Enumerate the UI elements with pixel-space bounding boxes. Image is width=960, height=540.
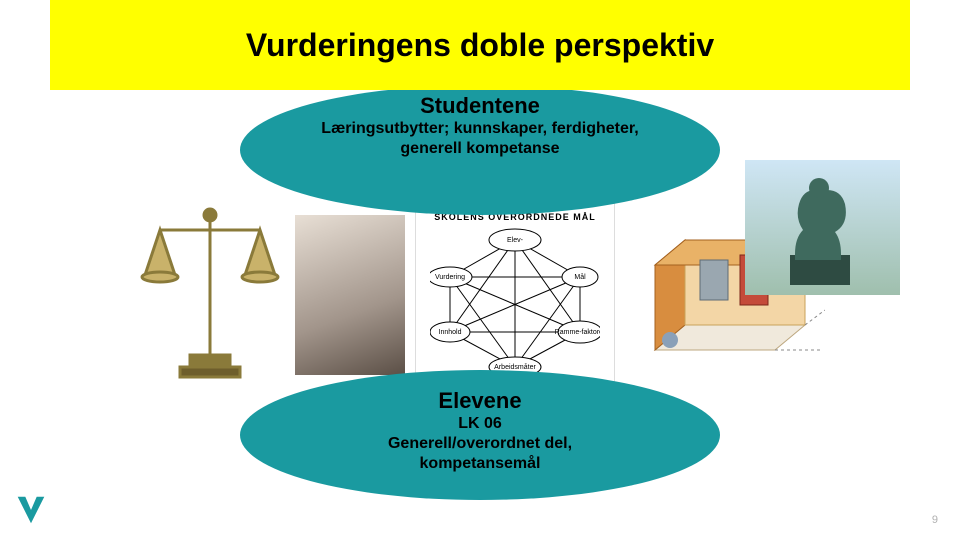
node-4: Innhold (439, 329, 462, 336)
holding-hands-photo (295, 215, 405, 375)
top-ellipse: Studentene Læringsutbytter; kunnskaper, … (240, 85, 720, 215)
bottom-ellipse-line2: LK 06 (458, 414, 502, 434)
title-band: Vurderingens doble perspektiv (50, 0, 910, 90)
top-ellipse-heading: Studentene (420, 93, 540, 119)
slide-title: Vurderingens doble perspektiv (246, 27, 714, 64)
logo-icon (12, 491, 50, 534)
bottom-ellipse-line3: Generell/overordnet del, (388, 434, 572, 454)
top-ellipse-line3: generell kompetanse (400, 139, 559, 159)
node-0: Elev- (507, 237, 524, 244)
didactic-relation-model: SKOLENS OVERORDNEDE MÅL (415, 195, 615, 395)
bottom-ellipse-line4: kompetansemål (420, 454, 541, 474)
top-ellipse-line2: Læringsutbytter; kunnskaper, ferdigheter… (321, 119, 638, 139)
slide: Vurderingens doble perspektiv Studentene… (0, 0, 960, 540)
page-number: 9 (932, 514, 938, 526)
balance-scales-icon (135, 195, 285, 395)
bottom-ellipse: Elevene LK 06 Generell/overordnet del, k… (240, 370, 720, 500)
node-5: Vurdering (435, 274, 465, 281)
bottom-ellipse-line1: Elevene (438, 388, 521, 414)
node-1: Mål (574, 273, 586, 281)
rodin-thinker-photo (745, 160, 900, 295)
node-2: Ramme-faktorer (555, 329, 600, 336)
